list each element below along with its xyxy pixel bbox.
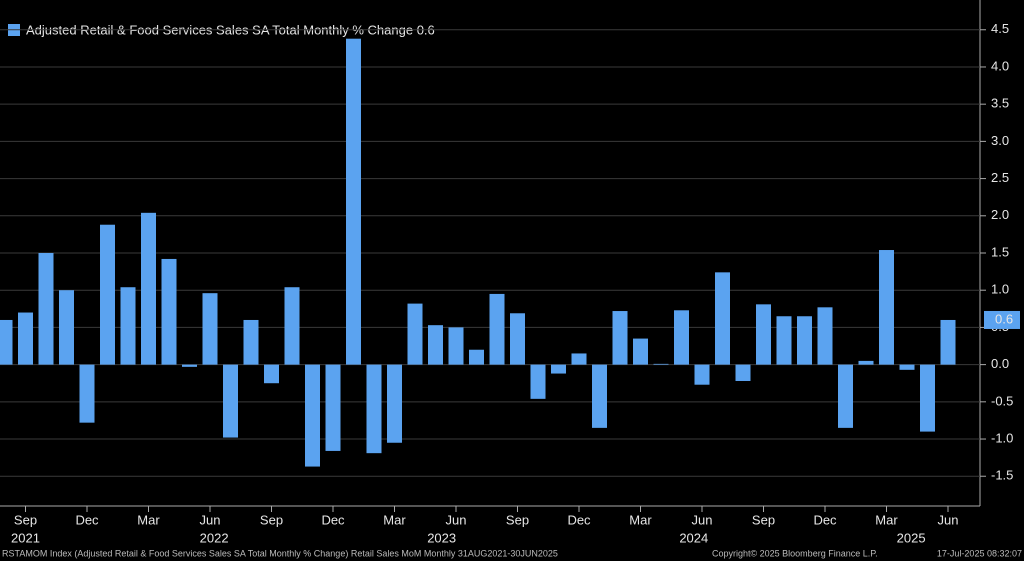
bar xyxy=(899,364,915,370)
x-tick-label: Dec xyxy=(567,512,591,527)
x-tick-label: Jun xyxy=(446,512,467,527)
bar xyxy=(387,364,402,443)
x-tick-label: Mar xyxy=(875,512,898,527)
x-tick-label: Jun xyxy=(938,512,959,527)
bar xyxy=(59,290,74,365)
bar xyxy=(141,212,156,365)
bar xyxy=(366,364,382,454)
bar xyxy=(694,364,710,385)
bar xyxy=(592,364,607,428)
footer-source: RSTAMOM Index (Adjusted Retail & Food Se… xyxy=(2,548,558,558)
bar xyxy=(407,303,423,365)
y-tick-label: 4.5 xyxy=(991,21,1009,36)
bar xyxy=(469,349,484,365)
footer-copyright: Copyright© 2025 Bloomberg Finance L.P. xyxy=(712,548,878,558)
x-year-label: 2021 xyxy=(11,530,40,545)
y-tick-label: 1.5 xyxy=(991,244,1009,259)
y-tick-label: 3.0 xyxy=(991,133,1009,148)
bar xyxy=(18,312,33,365)
bar xyxy=(346,38,361,365)
bar xyxy=(0,319,13,365)
bar xyxy=(510,313,525,365)
x-tick-label: Dec xyxy=(75,512,99,527)
x-tick-label: Mar xyxy=(383,512,406,527)
bar xyxy=(223,364,238,438)
x-year-label: 2025 xyxy=(897,530,926,545)
y-tick-label: 4.0 xyxy=(991,58,1009,73)
bar xyxy=(674,310,689,365)
last-value-label: 0.6 xyxy=(995,311,1013,326)
last-value-tag xyxy=(984,310,1020,329)
bar xyxy=(715,272,730,365)
bar xyxy=(735,364,751,381)
x-tick-label: Jun xyxy=(200,512,221,527)
y-tick-label: 0.0 xyxy=(991,356,1009,371)
y-tick-label: 2.0 xyxy=(991,207,1009,222)
x-year-label: 2023 xyxy=(427,530,456,545)
bar xyxy=(530,364,546,399)
x-tick-label: Dec xyxy=(813,512,837,527)
x-tick-label: Sep xyxy=(14,512,37,527)
bar xyxy=(571,353,587,365)
bar xyxy=(489,293,505,365)
bar xyxy=(797,316,812,365)
y-tick-label: 1.0 xyxy=(991,282,1009,297)
y-tick-label: -0.5 xyxy=(991,393,1013,408)
bar xyxy=(161,258,177,365)
bar xyxy=(284,287,300,365)
bar xyxy=(305,364,320,467)
x-year-label: 2024 xyxy=(679,530,708,545)
bar xyxy=(756,304,771,365)
bar xyxy=(120,287,136,365)
bar xyxy=(448,327,464,365)
bar xyxy=(202,293,218,365)
x-tick-label: Dec xyxy=(321,512,345,527)
bar xyxy=(612,311,628,365)
bar xyxy=(653,363,669,365)
x-year-label: 2022 xyxy=(200,530,229,545)
bar xyxy=(243,319,259,365)
bar xyxy=(940,319,956,365)
bar xyxy=(325,364,341,451)
x-tick-label: Mar xyxy=(137,512,160,527)
bar xyxy=(776,316,792,365)
bar xyxy=(100,224,115,365)
bar xyxy=(858,360,874,365)
x-tick-label: Jun xyxy=(692,512,713,527)
bar xyxy=(38,253,54,365)
x-tick-label: Sep xyxy=(506,512,529,527)
y-tick-label: -1.0 xyxy=(991,430,1013,445)
y-tick-label: 3.5 xyxy=(991,96,1009,111)
bar xyxy=(879,250,894,365)
x-tick-label: Sep xyxy=(752,512,775,527)
bar xyxy=(264,364,279,384)
bar xyxy=(551,364,566,374)
bar xyxy=(838,364,853,428)
bar xyxy=(79,364,95,423)
bar xyxy=(633,338,648,365)
y-tick-label: -1.5 xyxy=(991,468,1013,483)
bar xyxy=(817,307,833,365)
bar xyxy=(182,364,197,367)
footer-timestamp: 17-Jul-2025 08:32:07 xyxy=(937,548,1022,558)
x-tick-label: Mar xyxy=(629,512,652,527)
bar xyxy=(428,325,443,365)
bar xyxy=(920,364,935,432)
x-tick-label: Sep xyxy=(260,512,283,527)
y-tick-label: 2.5 xyxy=(991,170,1009,185)
